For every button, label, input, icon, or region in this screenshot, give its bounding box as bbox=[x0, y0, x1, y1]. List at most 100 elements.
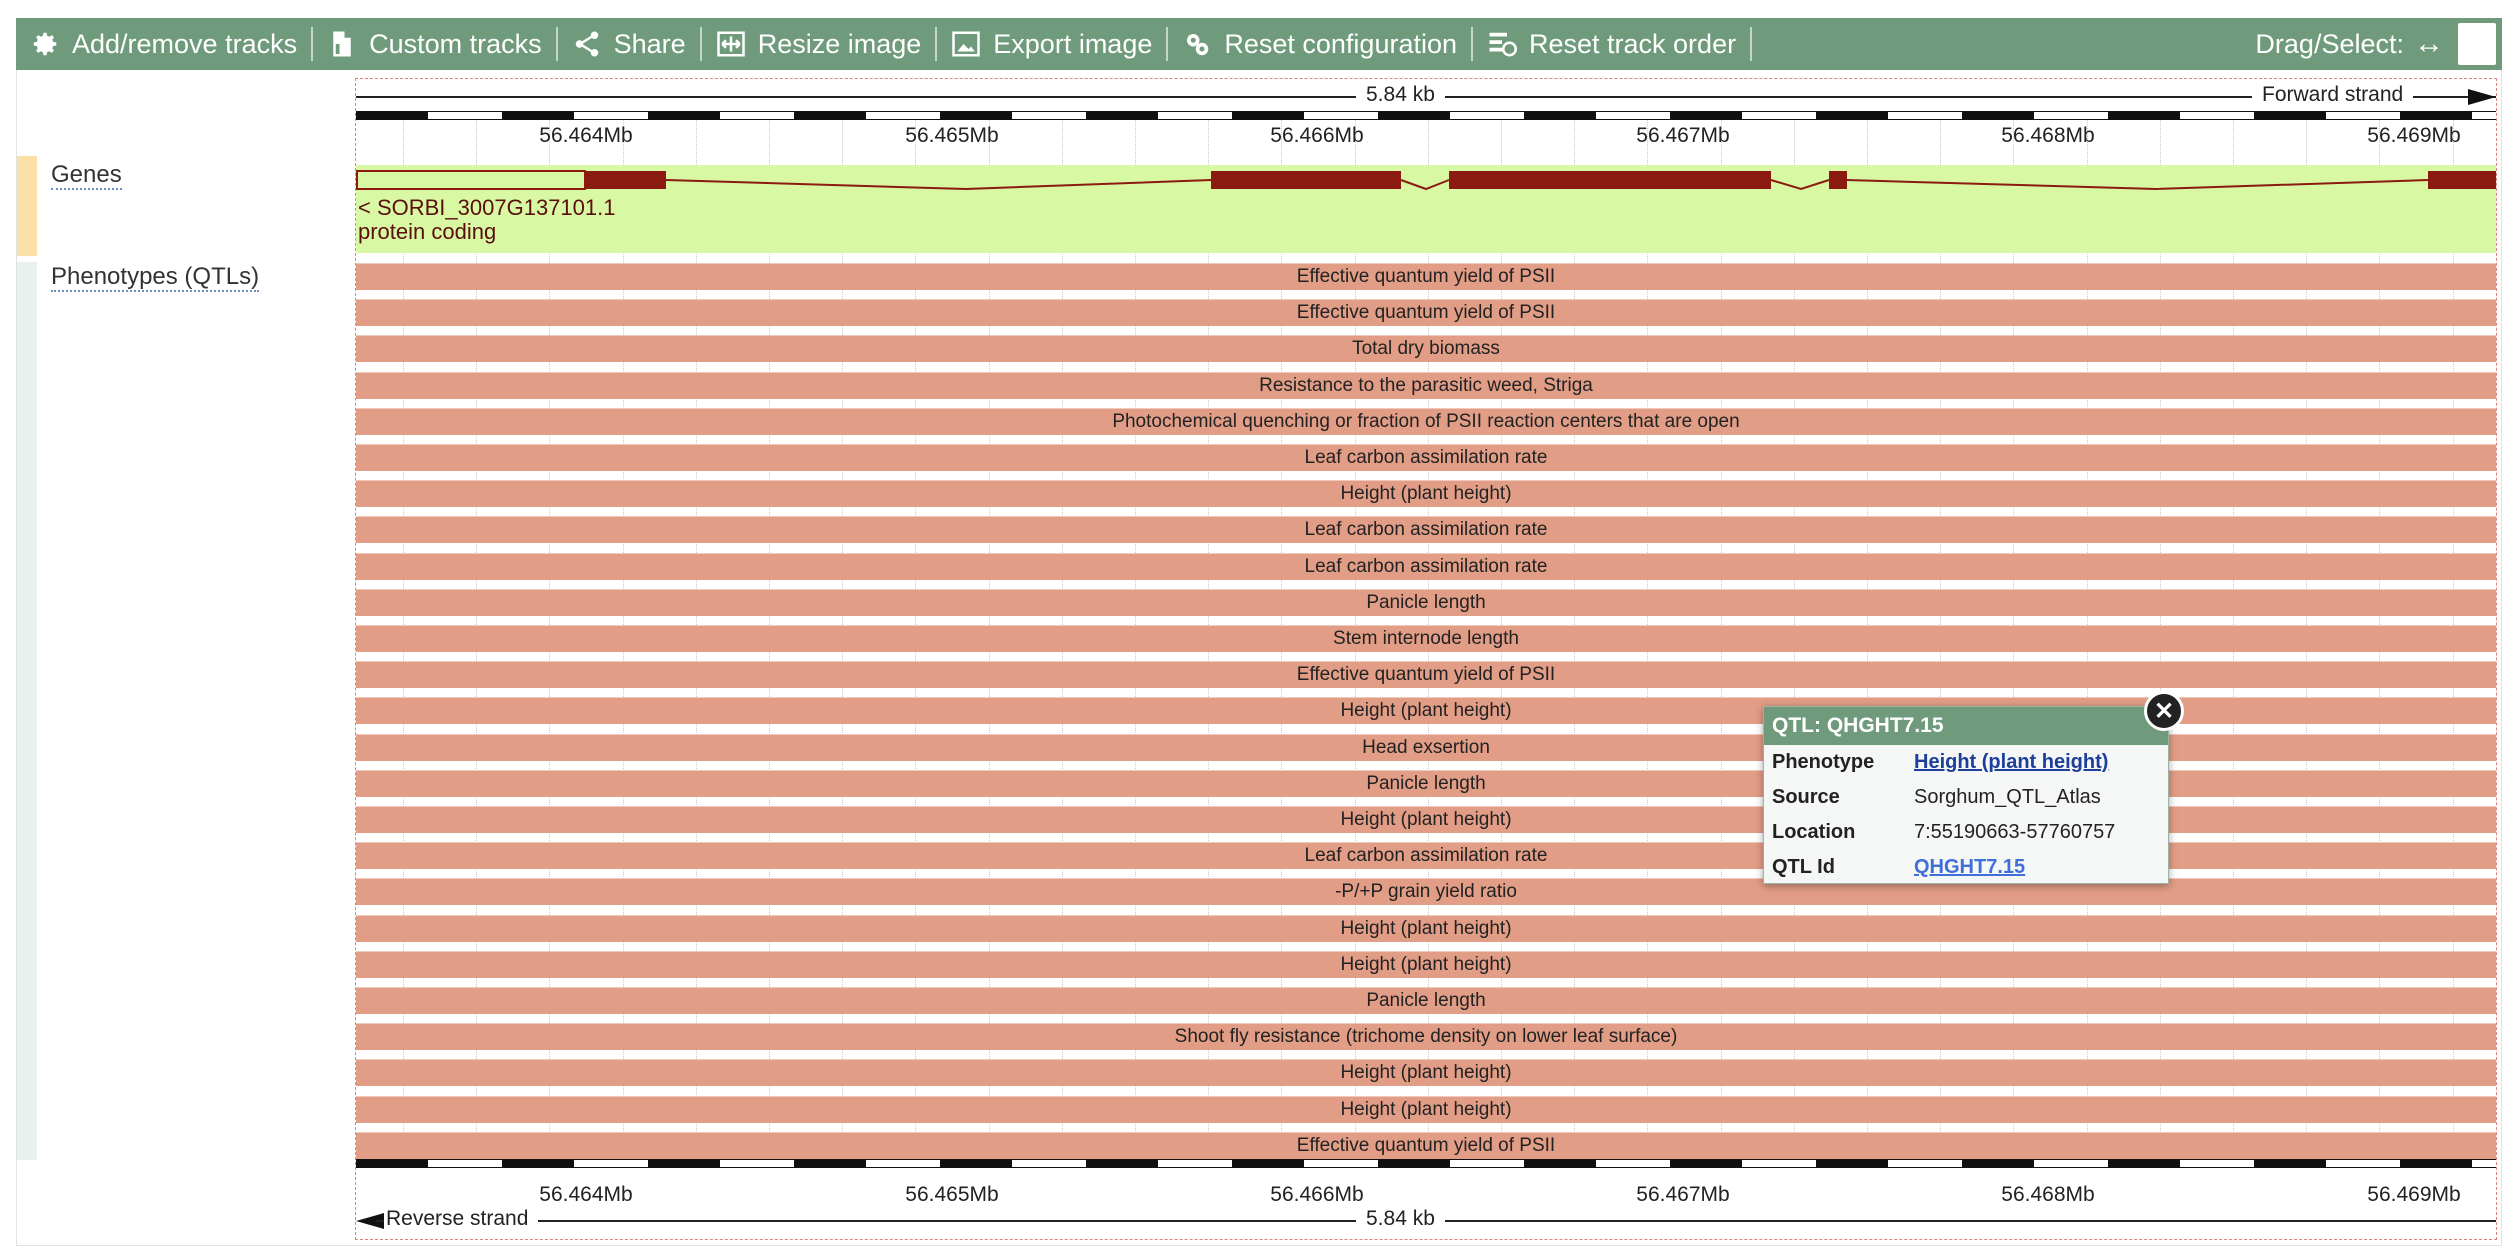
tick-label-top: 56.467Mb bbox=[1636, 124, 1730, 147]
qtl-track-handle[interactable] bbox=[17, 262, 37, 1160]
custom-tracks-button[interactable]: Custom tracks bbox=[313, 18, 556, 70]
qtl-label: Effective quantum yield of PSII bbox=[1296, 302, 1556, 323]
qtl-bar[interactable] bbox=[356, 915, 2496, 942]
select-mode-toggle[interactable] bbox=[2458, 23, 2496, 65]
tick-label-top: 56.464Mb bbox=[539, 124, 633, 147]
qtl-bar[interactable] bbox=[356, 1132, 2496, 1159]
forward-arrow-icon bbox=[2468, 89, 2496, 105]
qtl-bar[interactable] bbox=[356, 553, 2496, 580]
tick-label-bottom: 56.464Mb bbox=[539, 1183, 633, 1206]
resize-image-label: Resize image bbox=[757, 28, 922, 59]
qtl-bar[interactable] bbox=[356, 1096, 2496, 1123]
export-image-icon bbox=[952, 31, 981, 57]
custom-tracks-icon bbox=[333, 31, 351, 57]
reset-config-icon bbox=[1187, 34, 1209, 56]
qtl-label: Shoot fly resistance (trichome density o… bbox=[1174, 1026, 1678, 1047]
popup-key: Source bbox=[1772, 786, 1840, 808]
qtl-label: Photochemical quenching or fraction of P… bbox=[1112, 411, 1740, 432]
export-image-label: Export image bbox=[993, 28, 1153, 59]
reset-order-icon bbox=[1489, 32, 1517, 57]
qtl-bar[interactable] bbox=[356, 589, 2496, 616]
gene-name[interactable]: < SORBI_3007G137101.1 bbox=[358, 195, 616, 220]
popup-value: Sorghum_QTL_Atlas bbox=[1914, 786, 2101, 808]
popup-value: 7:55190663-57760757 bbox=[1914, 821, 2116, 843]
reset-configuration-label: Reset configuration bbox=[1224, 28, 1457, 59]
resize-image-button[interactable]: Resize image bbox=[702, 18, 936, 70]
qtl-label: Leaf carbon assimilation rate bbox=[1304, 519, 1548, 540]
add-remove-tracks-button[interactable]: Add/remove tracks bbox=[16, 18, 311, 70]
share-button[interactable]: Share bbox=[558, 18, 700, 70]
qtl-popup: QTL: QHGHT7.15 ✕ Phenotype Height (plant… bbox=[1763, 691, 2184, 884]
qtl-bar[interactable] bbox=[356, 408, 2496, 435]
qtl-label: Height (plant height) bbox=[1340, 1099, 1512, 1120]
qtl-label: Height (plant height) bbox=[1340, 1062, 1512, 1083]
genes-track-handle[interactable] bbox=[17, 156, 37, 256]
qtl-label: Effective quantum yield of PSII bbox=[1296, 266, 1556, 287]
qtl-bar[interactable] bbox=[356, 625, 2496, 652]
reverse-arrow-icon bbox=[356, 1213, 384, 1229]
phenotype-link[interactable]: Height (plant height) bbox=[1914, 751, 2109, 773]
qtl-label: Panicle length bbox=[1366, 990, 1486, 1011]
tick-label-bottom: 56.467Mb bbox=[1636, 1183, 1730, 1206]
qtl-bar[interactable] bbox=[356, 1059, 2496, 1086]
toolbar-separator bbox=[1750, 27, 1753, 61]
resize-icon bbox=[716, 31, 745, 57]
qtl-id-link[interactable]: QHGHT7.15 bbox=[1914, 856, 2026, 878]
qtl-bar[interactable] bbox=[356, 661, 2496, 688]
qtl-label: Height (plant height) bbox=[1340, 918, 1512, 939]
gene-model[interactable] bbox=[356, 169, 2496, 199]
drag-arrows-icon[interactable]: ↔ bbox=[2414, 27, 2444, 60]
ruler-top bbox=[356, 111, 2496, 120]
drag-select-control: Drag/Select: ↔ bbox=[2255, 23, 2502, 65]
popup-title: QTL: QHGHT7.15 bbox=[1764, 707, 2168, 745]
qtl-label: Leaf carbon assimilation rate bbox=[1304, 556, 1548, 577]
qtl-label: -P/+P grain yield ratio bbox=[1335, 881, 1517, 902]
qtl-label: Head exsertion bbox=[1362, 737, 1490, 758]
reset-configuration-button[interactable]: Reset configuration bbox=[1168, 18, 1471, 70]
tick-label-top: 56.465Mb bbox=[905, 124, 999, 147]
tick-label-top: 56.469Mb bbox=[2367, 124, 2461, 147]
share-icon bbox=[575, 31, 598, 57]
toolbar-separator bbox=[699, 27, 702, 61]
export-image-button[interactable]: Export image bbox=[937, 18, 1166, 70]
popup-row-phenotype: Phenotype Height (plant height) bbox=[1764, 745, 2168, 780]
qtl-label: Leaf carbon assimilation rate bbox=[1304, 447, 1548, 468]
reset-track-order-button[interactable]: Reset track order bbox=[1473, 18, 1750, 70]
forward-strand-label: Forward strand bbox=[2252, 83, 2414, 107]
qtl-bar[interactable] bbox=[356, 951, 2496, 978]
reset-track-order-label: Reset track order bbox=[1529, 28, 1737, 59]
toolbar-separator bbox=[311, 27, 314, 61]
gear-icon bbox=[33, 32, 57, 56]
toolbar-separator bbox=[935, 27, 938, 61]
gene-track[interactable]: < SORBI_3007G137101.1 protein coding bbox=[356, 165, 2496, 253]
qtl-bar[interactable] bbox=[356, 516, 2496, 543]
qtl-label: Panicle length bbox=[1366, 773, 1486, 794]
scale-length-bottom: 5.84 kb bbox=[1356, 1207, 1445, 1231]
popup-row-source: Source Sorghum_QTL_Atlas bbox=[1764, 780, 2168, 815]
qtl-bar[interactable] bbox=[356, 444, 2496, 471]
toolbar: Add/remove tracks Custom tracks Share Re… bbox=[16, 18, 2502, 70]
qtl-label: Height (plant height) bbox=[1340, 700, 1512, 721]
qtl-label: Height (plant height) bbox=[1340, 809, 1512, 830]
qtl-bar[interactable] bbox=[356, 263, 2496, 290]
qtl-bar[interactable] bbox=[356, 299, 2496, 326]
qtl-label: Leaf carbon assimilation rate bbox=[1304, 845, 1548, 866]
genes-track-label[interactable]: Genes bbox=[51, 161, 122, 190]
qtl-bar[interactable] bbox=[356, 480, 2496, 507]
qtl-bar[interactable] bbox=[356, 987, 2496, 1014]
qtl-label: Height (plant height) bbox=[1340, 483, 1512, 504]
qtl-bar[interactable] bbox=[356, 1023, 2496, 1050]
browser-image[interactable]: 5.84 kb Forward strand 56.464Mb 56.465Mb 5… bbox=[355, 78, 2497, 1240]
genome-browser-panel: Genes Phenotypes (QTLs) 5.84 kb Forward … bbox=[16, 70, 2502, 1246]
close-icon[interactable]: ✕ bbox=[2144, 691, 2184, 731]
qtl-label: Effective quantum yield of PSII bbox=[1296, 664, 1556, 685]
popup-key: Phenotype bbox=[1772, 751, 1875, 773]
custom-tracks-label: Custom tracks bbox=[369, 28, 542, 59]
qtl-track-label[interactable]: Phenotypes (QTLs) bbox=[51, 263, 260, 292]
qtl-label: Height (plant height) bbox=[1340, 954, 1512, 975]
gene-biotype: protein coding bbox=[358, 219, 497, 244]
qtl-bar[interactable] bbox=[356, 335, 2496, 362]
qtl-bar[interactable] bbox=[356, 372, 2496, 399]
qtl-label: Panicle length bbox=[1366, 592, 1486, 613]
ruler-bottom bbox=[356, 1159, 2496, 1168]
